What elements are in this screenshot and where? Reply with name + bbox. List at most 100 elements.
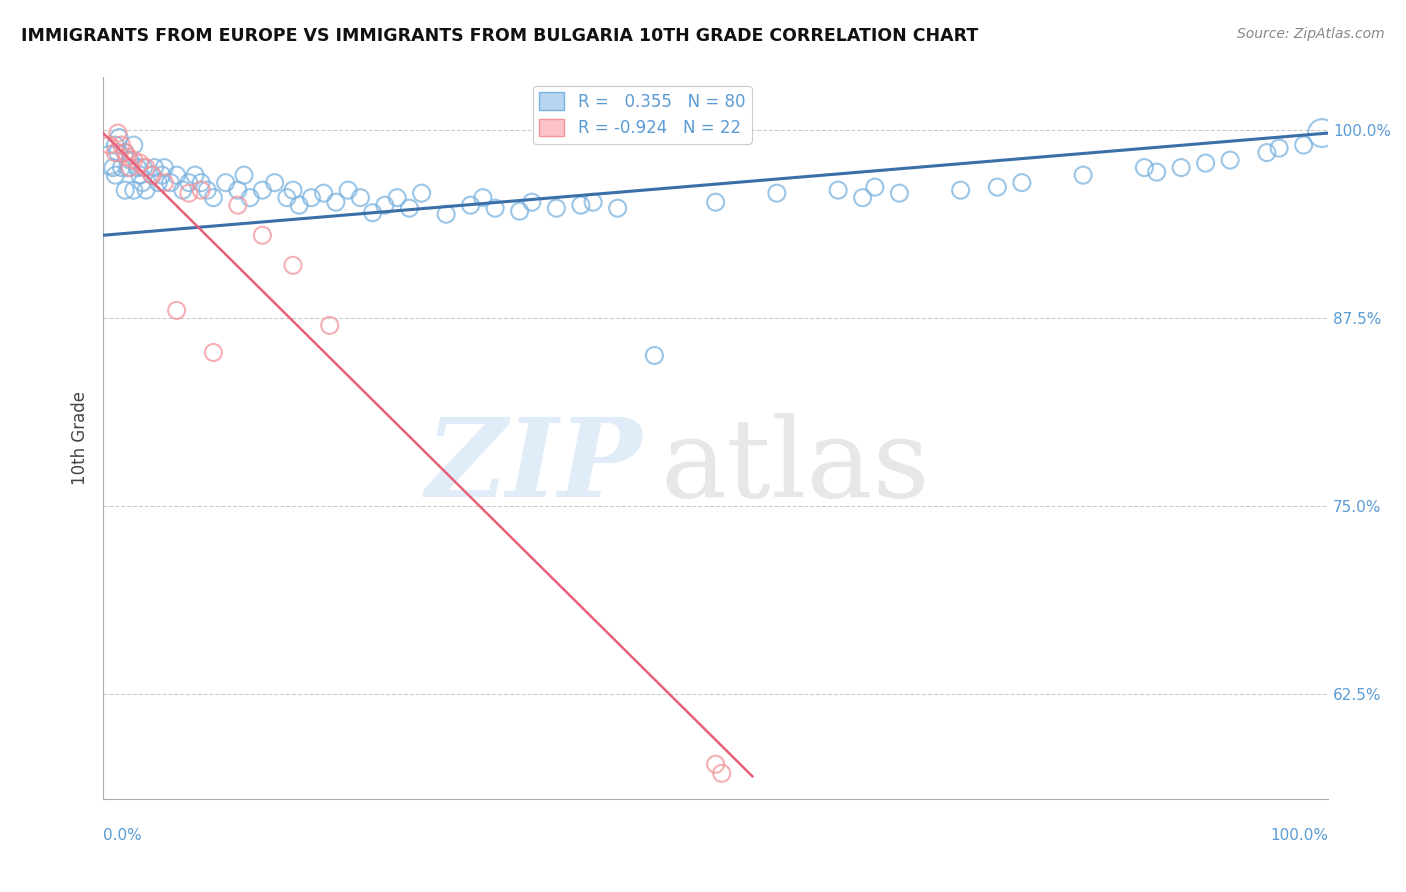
Point — [166, 303, 188, 318]
Point — [361, 205, 384, 219]
Point — [325, 195, 347, 210]
Point — [98, 138, 121, 153]
Point — [484, 201, 506, 215]
Point — [460, 198, 482, 212]
Point — [128, 168, 150, 182]
Point — [239, 191, 262, 205]
Point — [606, 201, 628, 215]
Point — [1268, 141, 1291, 155]
Point — [349, 191, 371, 205]
Text: atlas: atlas — [661, 414, 931, 521]
Point — [104, 168, 127, 182]
Point — [398, 201, 420, 215]
Point — [190, 183, 212, 197]
Point — [122, 183, 145, 197]
Point — [1292, 138, 1315, 153]
Point — [110, 138, 132, 153]
Point — [114, 183, 136, 197]
Point — [252, 183, 274, 197]
Point — [172, 183, 194, 197]
Point — [434, 207, 457, 221]
Point — [132, 161, 155, 175]
Point — [108, 130, 131, 145]
Point — [122, 153, 145, 167]
Point — [276, 191, 298, 205]
Point — [1133, 161, 1156, 175]
Point — [411, 186, 433, 201]
Point — [299, 191, 322, 205]
Point — [148, 176, 170, 190]
Point — [1071, 168, 1094, 182]
Point — [263, 176, 285, 190]
Point — [281, 258, 304, 272]
Point — [202, 191, 225, 205]
Point — [471, 191, 494, 205]
Point — [546, 201, 568, 215]
Point — [143, 161, 166, 175]
Point — [195, 183, 218, 197]
Point — [202, 345, 225, 359]
Point — [153, 176, 176, 190]
Point — [252, 228, 274, 243]
Point — [128, 156, 150, 170]
Point — [337, 183, 360, 197]
Point — [104, 138, 127, 153]
Point — [120, 153, 142, 167]
Point — [101, 161, 124, 175]
Text: 0.0%: 0.0% — [103, 828, 142, 843]
Point — [226, 198, 249, 212]
Point — [135, 161, 157, 175]
Point — [1194, 156, 1216, 170]
Point — [1256, 145, 1278, 160]
Point — [107, 145, 129, 160]
Point — [110, 161, 132, 175]
Point — [863, 180, 886, 194]
Point — [374, 198, 396, 212]
Text: 100.0%: 100.0% — [1270, 828, 1329, 843]
Point — [704, 195, 727, 210]
Point — [226, 183, 249, 197]
Point — [1310, 126, 1333, 140]
Point — [114, 145, 136, 160]
Point — [704, 757, 727, 772]
Point — [120, 161, 142, 175]
Text: ZIP: ZIP — [426, 413, 643, 521]
Point — [141, 168, 163, 182]
Point — [710, 766, 733, 780]
Point — [1146, 165, 1168, 179]
Point — [1011, 176, 1033, 190]
Point — [122, 138, 145, 153]
Point — [288, 198, 311, 212]
Point — [131, 176, 153, 190]
Point — [135, 183, 157, 197]
Point — [153, 161, 176, 175]
Point — [117, 150, 139, 164]
Point — [1170, 161, 1192, 175]
Point — [159, 176, 181, 190]
Point — [520, 195, 543, 210]
Legend: R =   0.355   N = 80, R = -0.924   N = 22: R = 0.355 N = 80, R = -0.924 N = 22 — [533, 86, 752, 144]
Point — [166, 168, 188, 182]
Point — [141, 168, 163, 182]
Y-axis label: 10th Grade: 10th Grade — [72, 392, 89, 485]
Point — [1219, 153, 1241, 167]
Point — [233, 168, 256, 182]
Point — [127, 161, 149, 175]
Point — [312, 186, 335, 201]
Point — [114, 145, 136, 160]
Point — [117, 161, 139, 175]
Point — [177, 176, 200, 190]
Point — [766, 186, 789, 201]
Point — [643, 349, 665, 363]
Point — [986, 180, 1008, 194]
Text: Source: ZipAtlas.com: Source: ZipAtlas.com — [1237, 27, 1385, 41]
Point — [385, 191, 408, 205]
Point — [104, 145, 127, 160]
Point — [319, 318, 342, 333]
Point — [214, 176, 236, 190]
Point — [582, 195, 605, 210]
Text: IMMIGRANTS FROM EUROPE VS IMMIGRANTS FROM BULGARIA 10TH GRADE CORRELATION CHART: IMMIGRANTS FROM EUROPE VS IMMIGRANTS FRO… — [21, 27, 979, 45]
Point — [852, 191, 875, 205]
Point — [150, 168, 173, 182]
Point — [889, 186, 911, 201]
